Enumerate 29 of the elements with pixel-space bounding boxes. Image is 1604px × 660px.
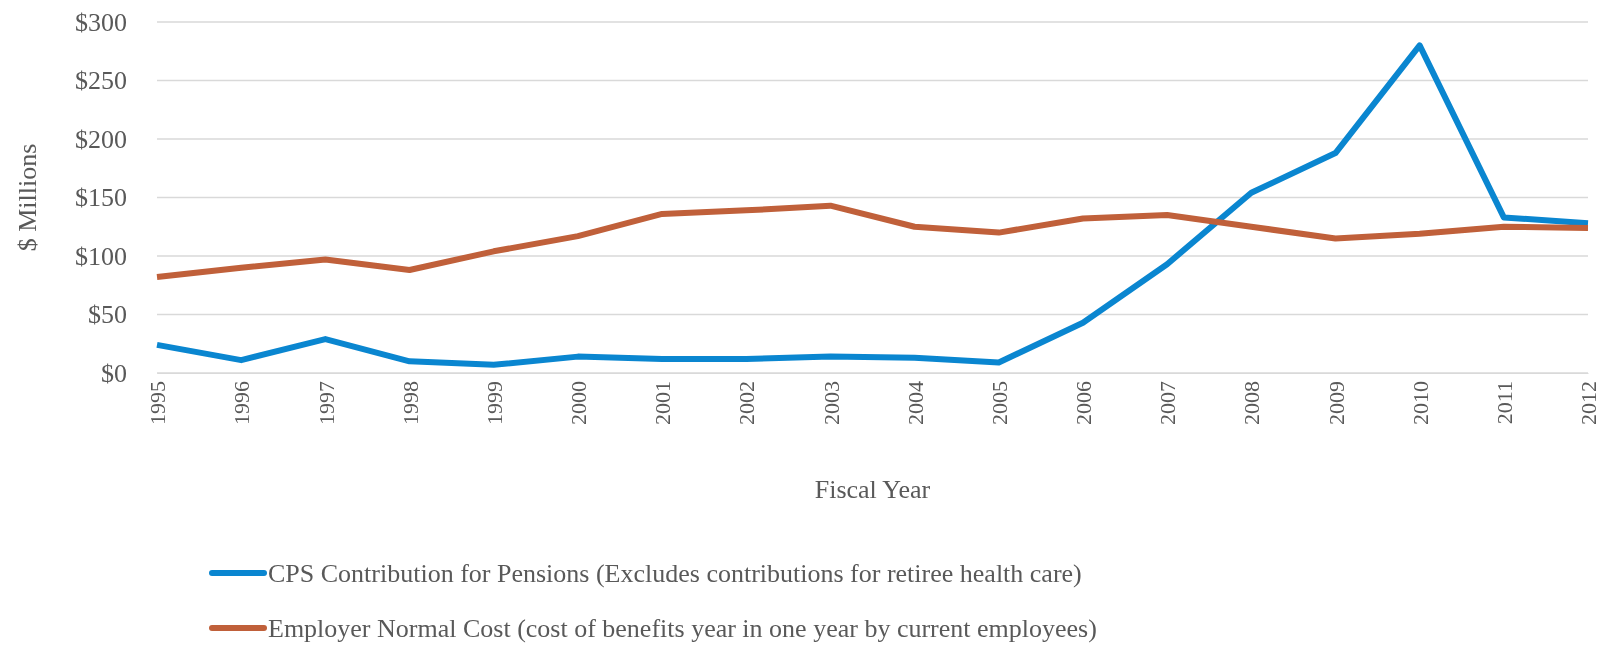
x-tick-label: 2004	[902, 381, 928, 425]
y-tick-label: $150	[75, 183, 127, 213]
y-tick-label: $50	[88, 300, 127, 330]
y-tick-label: $100	[75, 241, 127, 271]
y-tick-label: $0	[101, 358, 127, 388]
x-tick-label: 2002	[734, 381, 760, 425]
x-tick-label: 1995	[145, 381, 171, 425]
y-tick-label: $250	[75, 66, 127, 96]
x-tick-label: 2012	[1576, 381, 1602, 425]
x-tick-label: 2011	[1492, 381, 1518, 425]
x-tick-label: 2003	[818, 381, 844, 425]
y-tick-label: $300	[75, 7, 127, 37]
legend-label: CPS Contribution for Pensions (Excludes contributions for retiree health care)	[268, 559, 1082, 589]
y-tick-label: $200	[75, 124, 127, 154]
x-tick-label: 2008	[1239, 381, 1265, 425]
x-tick-label: 1996	[229, 381, 255, 425]
x-tick-label: 2006	[1071, 381, 1097, 425]
x-tick-label: 1999	[481, 381, 507, 425]
y-axis-title: $ Millions	[13, 143, 42, 252]
x-tick-label: 2005	[986, 381, 1012, 425]
x-tick-label: 2000	[566, 381, 592, 425]
x-tick-label: 2007	[1155, 381, 1181, 425]
x-axis-title: Fiscal Year	[814, 475, 931, 504]
x-tick-label: 2010	[1407, 381, 1433, 425]
x-tick-label: 2009	[1323, 381, 1349, 425]
x-tick-label: 1998	[397, 381, 423, 425]
legend-label: Employer Normal Cost (cost of benefits year in one year by current employees)	[268, 614, 1097, 644]
x-tick-label: 1997	[313, 381, 339, 425]
x-tick-label: 2001	[650, 381, 676, 425]
